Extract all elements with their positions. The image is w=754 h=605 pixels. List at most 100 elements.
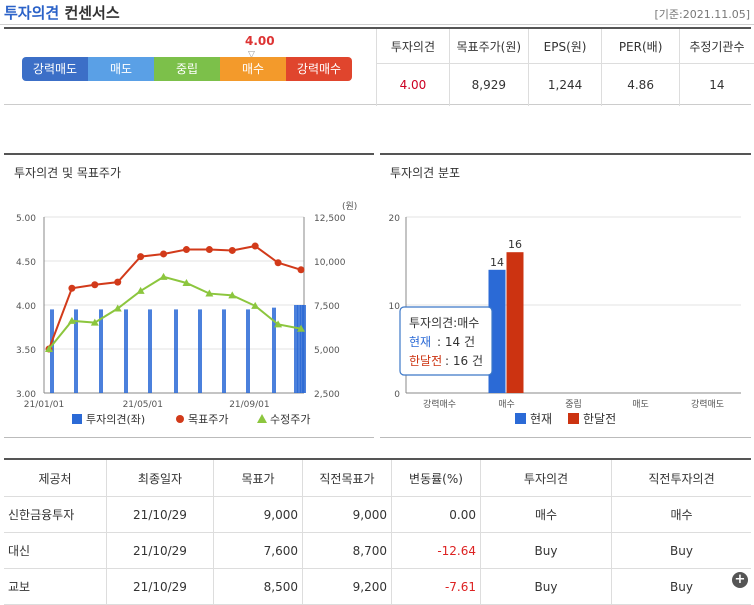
col-header: 변동률(%)	[392, 459, 481, 497]
bar-label: 14	[490, 256, 504, 269]
distribution-bar	[507, 252, 524, 393]
cell-broker: 교보	[4, 569, 107, 605]
scale-strong-buy: 강력매수	[286, 57, 352, 81]
tooltip-value-current: : 14 건	[437, 335, 475, 349]
panel-title: 투자의견 및 목표주가	[14, 164, 121, 181]
y-left-tick: 4.00	[16, 302, 36, 312]
y-left-tick: 3.50	[16, 346, 36, 356]
y-right-tick: 7,500	[314, 302, 340, 312]
x-tick: 21/05/01	[123, 400, 163, 410]
target-price-point	[229, 247, 236, 254]
target-price-point	[206, 246, 213, 253]
scale-sell: 매도	[88, 57, 154, 81]
more-button[interactable]: +	[732, 572, 748, 588]
col-header: 목표가	[214, 459, 303, 497]
summary-value-row: 4.00 8,929 1,244 4.86 14	[377, 64, 754, 107]
summary-table: 투자의견 목표주가(원) EPS(원) PER(배) 추정기관수 4.00 8,…	[376, 29, 754, 106]
cell-change: 0.00	[392, 497, 481, 533]
cell-target: 8,500	[214, 569, 303, 605]
scale-buy: 매수	[220, 57, 286, 81]
x-tick: 매도	[632, 399, 649, 410]
target-price-point	[91, 281, 98, 288]
tooltip-label-current: 현재	[409, 335, 431, 349]
summary-header: 목표주가(원)	[449, 29, 528, 64]
legend-label: 수정주가	[270, 413, 310, 426]
target-price-point	[160, 250, 167, 257]
panel-title: 투자의견 분포	[390, 164, 460, 181]
opinion-bar	[174, 309, 178, 393]
legend-swatch	[568, 413, 579, 424]
cell-date: 21/10/29	[107, 569, 214, 605]
scale-strong-sell: 강력매도	[22, 57, 88, 81]
legend-swatch	[515, 413, 526, 424]
legend-swatch	[176, 415, 184, 423]
target-price-point	[252, 243, 259, 250]
cell-date: 21/10/29	[107, 533, 214, 569]
tooltip-value-prev: : 16 건	[445, 354, 483, 368]
opinion-bar	[99, 309, 103, 393]
opinion-bar	[148, 309, 152, 393]
cell-prev-target: 9,000	[303, 497, 392, 533]
opinion-scale: 강력매도 매도 중립 매수 강력매수	[22, 57, 352, 81]
broker-header-row: 제공처 최종일자 목표가 직전목표가 변동률(%) 투자의견 직전투자의견	[4, 459, 751, 497]
cell-prev-opinion: 매수	[612, 497, 752, 533]
tooltip-label-prev: 한달전	[409, 354, 442, 368]
legend-swatch	[257, 414, 267, 423]
opinion-bar	[222, 309, 226, 393]
cell-opinion: Buy	[481, 569, 612, 605]
summary-opinion: 4.00	[377, 64, 450, 107]
target-price-point	[68, 285, 75, 292]
cell-date: 21/10/29	[107, 497, 214, 533]
opinion-price-chart: 5.004.504.003.503.0012,50010,0007,5005,0…	[4, 187, 374, 437]
summary-analyst-count: 14	[679, 64, 754, 107]
y-tick: 10	[389, 302, 401, 312]
x-tick: 강력매수	[423, 398, 456, 410]
legend-label: 투자의견(좌)	[86, 413, 145, 426]
target-price-point	[114, 279, 121, 286]
y-left-tick: 5.00	[16, 214, 36, 224]
cell-target: 7,600	[214, 533, 303, 569]
y-tick: 0	[394, 390, 400, 400]
current-opinion-value: 4.00	[245, 34, 275, 48]
legend-label: 목표주가	[188, 413, 228, 426]
summary-target-price: 8,929	[449, 64, 528, 107]
scale-neutral: 중립	[154, 57, 220, 81]
cell-broker: 대신	[4, 533, 107, 569]
summary-header: 추정기관수	[679, 29, 754, 64]
y-right-tick: 5,000	[314, 346, 340, 356]
target-price-point	[137, 253, 144, 260]
legend-swatch	[72, 414, 82, 424]
adjusted-price-point	[137, 287, 145, 294]
x-tick: 21/09/01	[229, 400, 269, 410]
summary-header: PER(배)	[602, 29, 679, 64]
target-price-point	[298, 266, 305, 273]
title-primary: 투자의견	[4, 4, 59, 22]
y-tick: 20	[389, 214, 401, 224]
bar-label: 16	[508, 238, 522, 251]
summary-header-row: 투자의견 목표주가(원) EPS(원) PER(배) 추정기관수	[377, 29, 754, 64]
y-left-tick: 3.00	[16, 390, 36, 400]
y-left-tick: 4.50	[16, 258, 36, 268]
col-header: 투자의견	[481, 459, 612, 497]
table-row: 교보 21/10/29 8,500 9,200 -7.61 Buy Buy	[4, 569, 751, 605]
y-right-tick: 2,500	[314, 390, 340, 400]
title-secondary: 컨센서스	[64, 4, 119, 22]
legend-label: 한달전	[583, 412, 616, 426]
header-divider	[0, 24, 754, 25]
summary-header: 투자의견	[377, 29, 450, 64]
summary-eps: 1,244	[528, 64, 602, 107]
x-tick: 중립	[565, 399, 582, 410]
opinion-bar	[302, 305, 306, 393]
tooltip-title: 투자의견:매수	[409, 316, 479, 330]
cell-broker: 신한금융투자	[4, 497, 107, 533]
y-right-unit: (원)	[342, 201, 357, 212]
table-row: 대신 21/10/29 7,600 8,700 -12.64 Buy Buy	[4, 533, 751, 569]
opinion-bar	[198, 309, 202, 393]
cell-prev-opinion: Buy	[612, 569, 752, 605]
cell-prev-target: 9,200	[303, 569, 392, 605]
cell-change: -7.61	[392, 569, 481, 605]
broker-table: 제공처 최종일자 목표가 직전목표가 변동률(%) 투자의견 직전투자의견 신한…	[4, 458, 751, 605]
legend-label: 현재	[530, 412, 552, 426]
